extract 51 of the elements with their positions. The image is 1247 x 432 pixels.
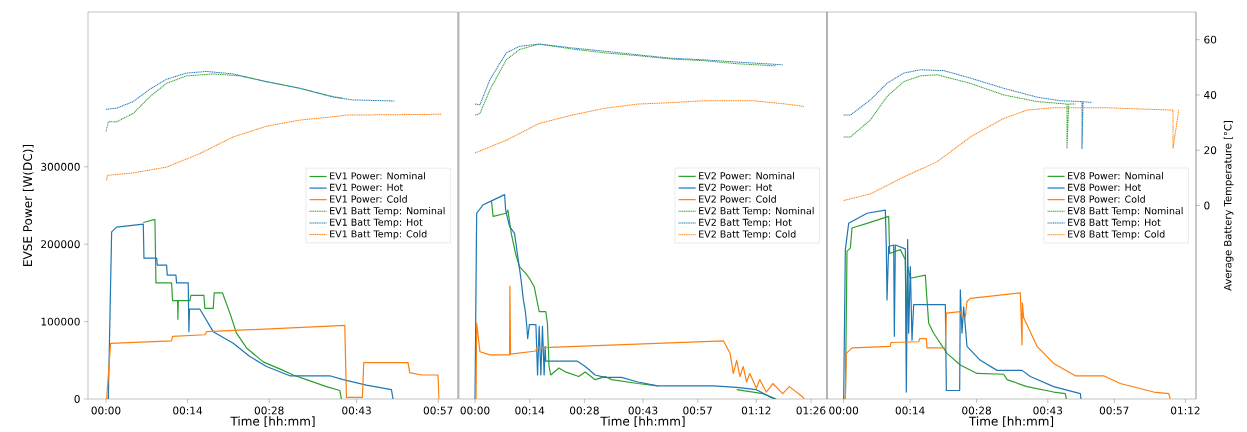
x-axis-title: Time [hh:mm]	[230, 416, 315, 428]
legend-label: EV2 Power: Hot	[699, 183, 773, 191]
legend-label: EV1 Power: Nominal	[330, 172, 425, 180]
y2-tick-label: 60	[1204, 35, 1217, 44]
line-series	[105, 324, 440, 399]
y-tick-label: 200000	[41, 240, 80, 249]
x-tick-label: 00:00	[460, 406, 490, 415]
x-tick-label: 00:28	[569, 406, 599, 415]
x-tick-label: 00:57	[423, 406, 453, 415]
legend-label: EV1 Batt Temp: Hot	[330, 218, 423, 228]
x-tick-label: 00:00	[829, 406, 859, 415]
legend-label: EV2 Power: Nominal	[699, 172, 794, 180]
x-tick-label: 00:57	[1099, 406, 1129, 415]
x-tick-label: 00:14	[515, 406, 545, 415]
y-tick-label: 0	[74, 395, 80, 403]
legend-label: EV1 Batt Temp: Cold	[330, 230, 427, 240]
legend-label: EV1 Power: Cold	[330, 195, 407, 203]
legend-label: EV2 Batt Temp: Cold	[699, 230, 796, 240]
legend-label: EV8 Power: Cold	[1068, 195, 1145, 203]
y-tick-label: 100000	[41, 317, 80, 326]
y2-tick-label: 40	[1204, 90, 1217, 99]
legend-label: EV1 Power: Hot	[330, 183, 403, 191]
x-axis-title: Time [hh:mm]	[600, 416, 685, 428]
x-tick-label: 00:00	[91, 406, 121, 415]
legend-label: EV8 Batt Temp: Hot	[1068, 218, 1161, 228]
y2-tick-label: 20	[1204, 146, 1217, 155]
y-axis-title: EVSE Power [W(DC)]	[22, 144, 34, 266]
x-tick-label: 00:43	[342, 406, 371, 415]
legend-label: EV8 Power: Hot	[1068, 183, 1142, 191]
x-axis-title: Time [hh:mm]	[968, 416, 1054, 428]
legend-label: EV2 Batt Temp: Nominal	[699, 207, 814, 217]
legend-label: EV2 Batt Temp: Hot	[699, 218, 792, 228]
x-tick-label: 00:43	[628, 406, 658, 415]
x-tick-label: 01:12	[1171, 406, 1200, 415]
x-tick-label: 00:28	[254, 406, 284, 415]
x-tick-label: 00:57	[683, 406, 712, 415]
x-tick-label: 00:14	[895, 406, 925, 415]
y2-axis-title: Average Battery Temperature [°C]	[1223, 121, 1234, 291]
legend-label: EV8 Power: Nominal	[1068, 172, 1163, 180]
x-tick-label: 01:12	[741, 406, 771, 415]
legend-label: EV8 Batt Temp: Nominal	[1068, 207, 1183, 217]
x-tick-label: 00:14	[173, 406, 203, 415]
legend-label: EV8 Batt Temp: Cold	[1068, 230, 1165, 240]
y-tick-label: 300000	[41, 162, 80, 171]
x-tick-label: 00:28	[962, 406, 991, 415]
line-series	[843, 107, 1180, 202]
legend-label: EV2 Power: Cold	[699, 195, 776, 203]
y2-tick-label: 0	[1204, 201, 1210, 210]
legend-label: EV1 Batt Temp: Nominal	[330, 207, 445, 217]
x-tick-label: 01:26	[796, 406, 826, 415]
x-tick-label: 00:43	[1033, 406, 1063, 415]
